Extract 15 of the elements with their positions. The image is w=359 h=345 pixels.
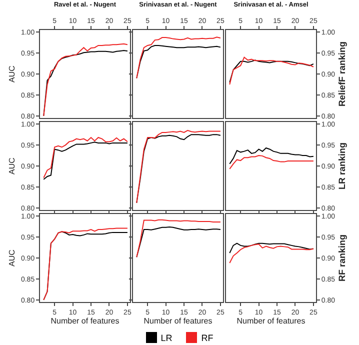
- y-axis-title: AUC: [8, 157, 17, 174]
- line-series: [229, 242, 314, 254]
- legend-label: LR: [160, 332, 172, 342]
- line-series: [229, 155, 314, 170]
- y-axis-title: RF ranking: [336, 234, 347, 282]
- legend-label: RF: [201, 332, 214, 342]
- y-axis-title: AUC: [8, 65, 17, 82]
- x-axis-title: Number of features: [236, 316, 306, 326]
- x-axis-title: Number of features: [144, 316, 212, 326]
- y-axis-title: ReliefF ranking: [336, 41, 347, 107]
- line-series: [229, 244, 314, 264]
- y-axis-title: AUC: [8, 249, 17, 266]
- line-series: [229, 147, 314, 164]
- y-axis-title: LR ranking: [336, 142, 347, 190]
- x-axis-title: Number of features: [50, 316, 120, 326]
